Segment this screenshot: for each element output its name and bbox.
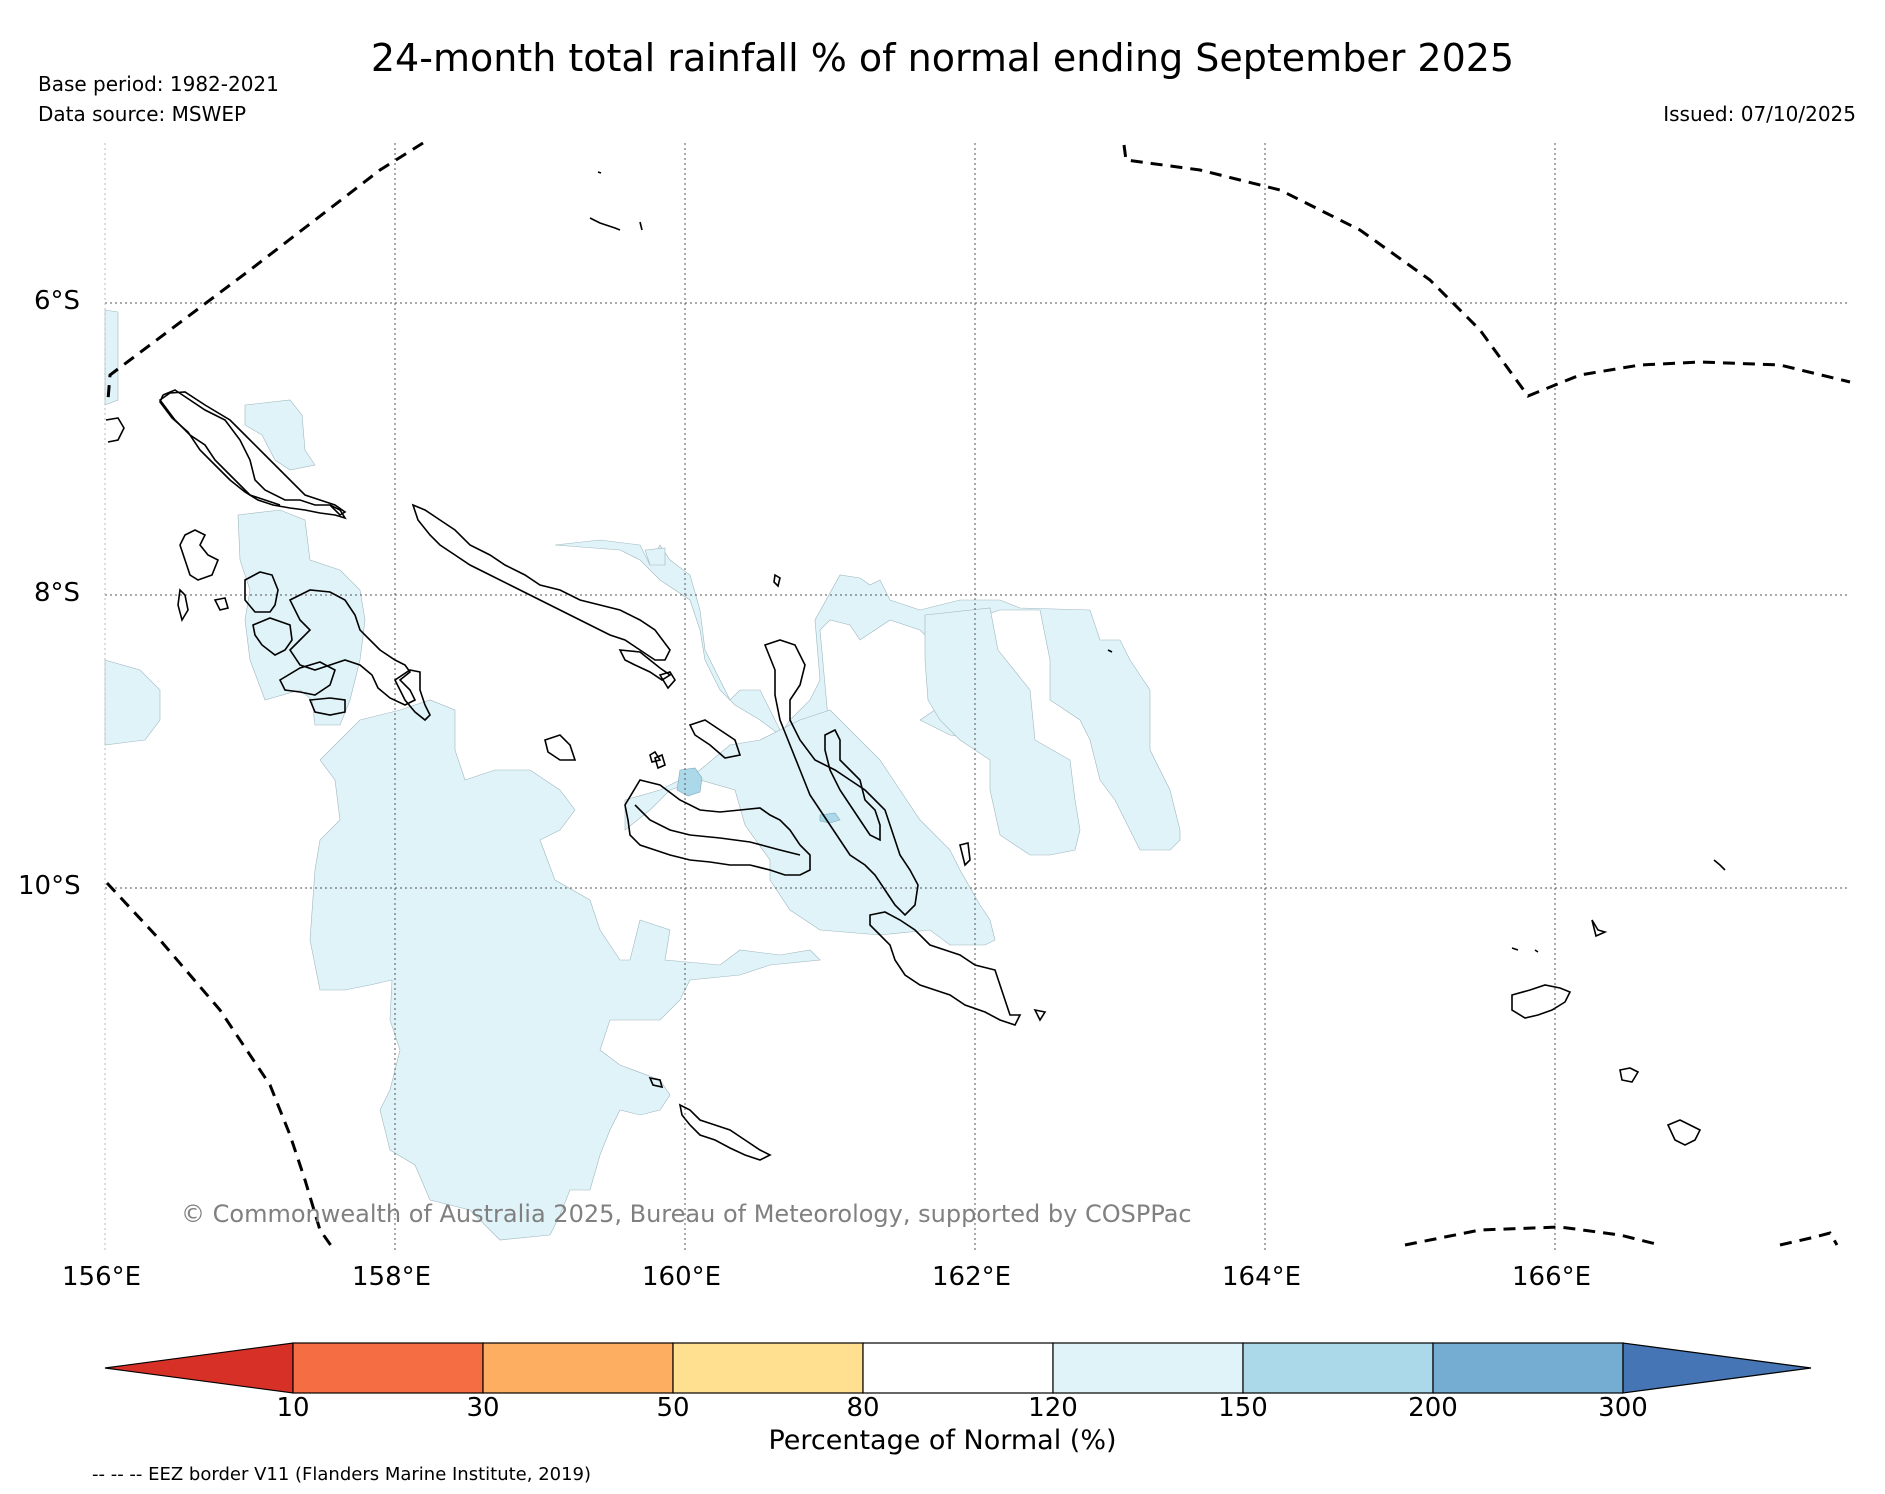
island-malaita-south <box>824 728 881 842</box>
colorbar-swatch-120-150 <box>1052 1342 1244 1394</box>
eez-segment-sw <box>105 881 334 1248</box>
shade-region-north <box>244 399 316 471</box>
shade-region-west-lobe <box>104 659 161 746</box>
lon-label-164e: 164°E <box>1222 1262 1302 1292</box>
eez-segment-ne <box>1122 144 1851 398</box>
island-vanikoro <box>1619 1067 1640 1083</box>
gridlines <box>104 143 1850 1250</box>
island-bellona <box>648 1076 664 1089</box>
lon-label-156e: 156°E <box>62 1262 142 1292</box>
island-malaita <box>763 639 919 917</box>
island-florida <box>688 719 742 759</box>
island-guadalcanal-inner <box>634 804 801 856</box>
colorbar-tick: 30 <box>466 1393 500 1423</box>
island-rennell <box>678 1103 772 1161</box>
island-new-georgia-east <box>393 669 431 722</box>
island-russell <box>544 734 577 761</box>
colorbar-swatch-200-300 <box>1432 1342 1624 1394</box>
island-new-georgia <box>288 589 417 706</box>
island-isabel-west <box>618 649 672 681</box>
island-bougainville-coast <box>159 394 347 520</box>
island-tikopia <box>1666 1119 1702 1146</box>
island-choiseul <box>411 503 671 661</box>
copyright-notice: © Commonwealth of Australia 2025, Bureau… <box>181 1200 1192 1228</box>
island-duff <box>1534 949 1539 953</box>
colorbar-swatch-50-80 <box>672 1342 864 1394</box>
coastlines <box>105 171 1726 1161</box>
eez-segment-nw <box>106 141 424 401</box>
shade-patch-savo <box>676 767 703 797</box>
map-panel <box>104 141 1851 1250</box>
island-nendo <box>1511 984 1572 1019</box>
colorbar-tick: 50 <box>656 1393 690 1423</box>
colorbar <box>104 1342 1812 1394</box>
rainfall-shading-150-200 <box>676 767 841 824</box>
island-bougainville <box>158 389 347 517</box>
island-treasury <box>177 588 189 623</box>
island-kolombangara <box>252 617 293 656</box>
colorbar-tick: 150 <box>1218 1393 1268 1423</box>
island-fauro <box>213 597 230 611</box>
colorbar-swatch-150-200 <box>1242 1342 1434 1394</box>
colorbar-swatch-10-30 <box>292 1342 484 1394</box>
shade-region-east-central <box>924 607 1081 856</box>
base-period-note: Base period: 1982-2021 <box>38 72 279 96</box>
colorbar-label: Percentage of Normal (%) <box>768 1425 1117 1456</box>
issued-date: Issued: 07/10/2025 <box>1663 102 1856 126</box>
eez-segment-se2 <box>1779 1231 1839 1247</box>
lon-label-166e: 166°E <box>1512 1262 1592 1292</box>
colorbar-tick: 120 <box>1028 1393 1078 1423</box>
island-guadalcanal <box>624 779 811 876</box>
island-utupua <box>1591 919 1608 938</box>
island-small-1 <box>773 573 781 588</box>
colorbar-swatch-above-300 <box>1622 1342 1812 1394</box>
island-vella-lavella <box>244 571 279 613</box>
island-ulawa <box>959 842 971 867</box>
lat-label-6s: 6°S <box>34 286 81 316</box>
island-tetepare <box>308 697 346 716</box>
lon-label-158e: 158°E <box>352 1262 432 1292</box>
eez-border <box>105 141 1851 1248</box>
eez-legend-note: -- -- -- EEZ border V11 (Flanders Marine… <box>92 1464 592 1485</box>
lat-label-8s: 8°S <box>34 578 81 608</box>
shade-region-isabel <box>554 539 1181 851</box>
island-makira-tip <box>1033 1008 1047 1022</box>
island-vanikoro-1 <box>1511 947 1519 951</box>
island-buka-west <box>105 417 125 443</box>
island-ontong-java-b <box>589 217 621 231</box>
shade-region-choiseul-sw <box>237 509 366 726</box>
island-makira <box>869 911 1022 1026</box>
island-ontong-java-c <box>639 221 643 231</box>
island-sikaiana <box>1107 649 1113 653</box>
map-title: 24-month total rainfall % of normal endi… <box>370 36 1515 80</box>
shade-region-new-georgia <box>309 699 821 1241</box>
island-savo <box>654 753 666 770</box>
colorbar-tick: 200 <box>1408 1393 1458 1423</box>
eez-segment-se <box>1404 1225 1661 1247</box>
lon-label-162e: 162°E <box>932 1262 1012 1292</box>
rainfall-shading-120-150 <box>104 309 1181 1241</box>
island-small-2 <box>649 750 662 763</box>
shade-region-tiny-1 <box>644 547 666 566</box>
colorbar-swatch-below-10 <box>104 1342 294 1394</box>
colorbar-swatch-30-50 <box>482 1342 674 1394</box>
data-source-note: Data source: MSWEP <box>38 102 247 126</box>
colorbar-tick: 80 <box>846 1393 880 1423</box>
lat-label-10s: 10°S <box>18 871 81 901</box>
island-isabel-tip <box>658 671 676 690</box>
island-rendova <box>278 661 336 696</box>
colorbar-tick: 10 <box>276 1393 310 1423</box>
shade-region-west-edge <box>104 309 119 406</box>
island-santa-cruz-north <box>1713 859 1726 871</box>
lon-label-160e: 160°E <box>642 1262 722 1292</box>
colorbar-tick: 300 <box>1598 1393 1648 1423</box>
island-shortland <box>179 529 220 581</box>
shade-patch-east <box>819 812 841 824</box>
island-ontong-java-a <box>597 171 602 174</box>
colorbar-swatch-80-120 <box>862 1342 1054 1394</box>
